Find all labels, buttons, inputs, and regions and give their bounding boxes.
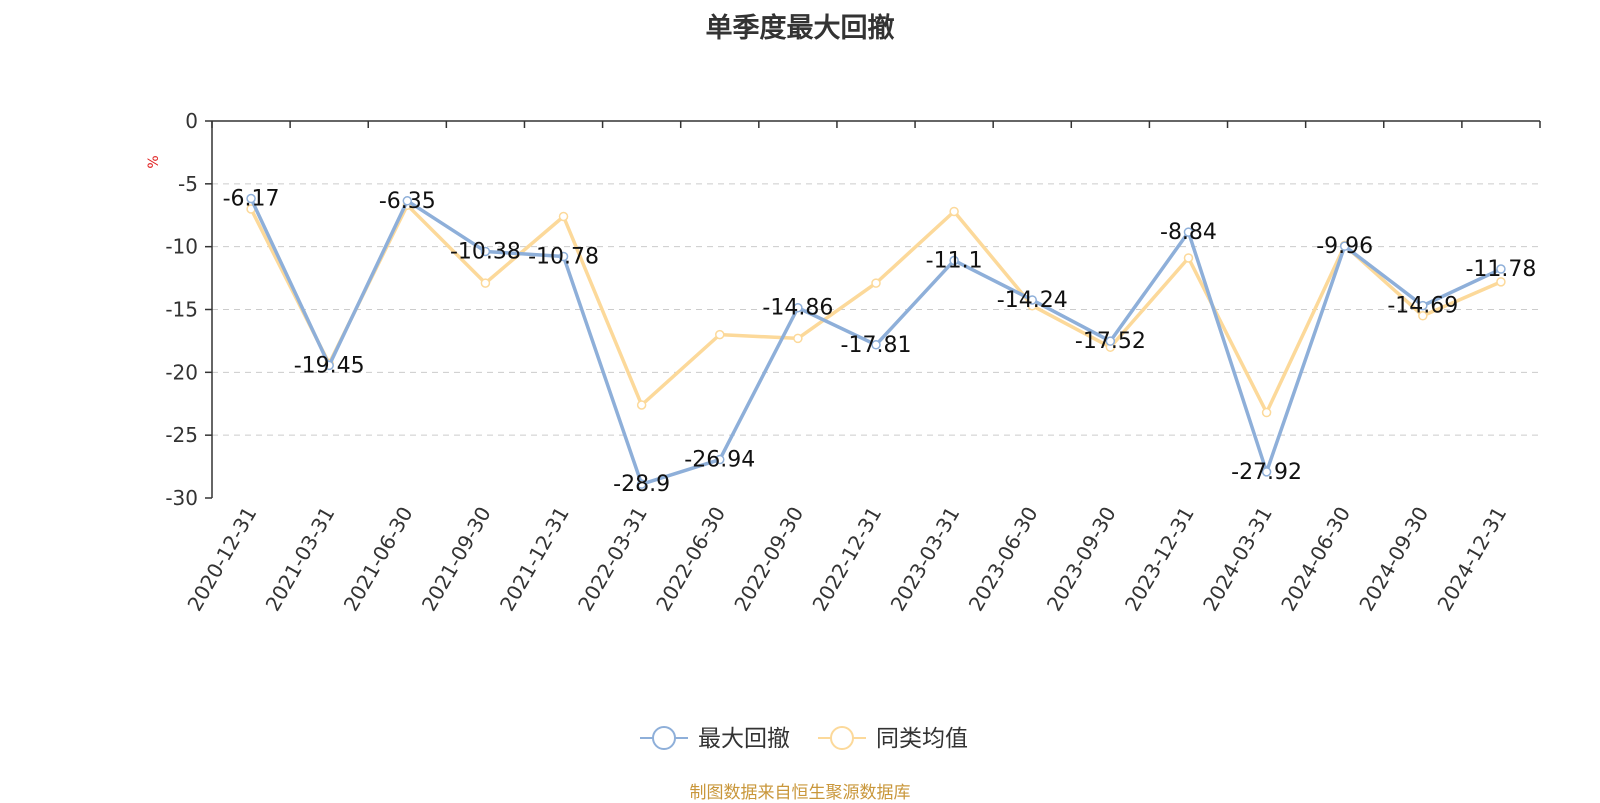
x-tick-label: 2024-12-31 xyxy=(1432,503,1511,616)
x-tick-label: 2023-06-30 xyxy=(964,503,1043,616)
data-labels: -6.17 -19.45 -6.35 -10.38 -10.78 -28.9 -26.94 -… xyxy=(223,187,1537,498)
data-point xyxy=(715,454,725,465)
x-tick-label: 2024-06-30 xyxy=(1276,503,1355,616)
data-label: -14.86 xyxy=(762,296,833,321)
data-point xyxy=(1418,311,1428,321)
legend-label: 最大回撤 xyxy=(698,726,790,752)
data-label: -11.1 xyxy=(926,248,983,273)
data-point xyxy=(1183,253,1194,263)
x-tick-label: 2022-12-31 xyxy=(807,503,886,616)
data-point xyxy=(1105,336,1116,346)
x-tick-label: 2023-03-31 xyxy=(886,503,965,616)
y-tick-label: -30 xyxy=(165,486,198,510)
data-point xyxy=(402,196,413,206)
x-tick-label: 2022-03-31 xyxy=(573,503,652,616)
data-label: -6.35 xyxy=(379,189,436,214)
data-point xyxy=(715,329,725,340)
grid-lines xyxy=(212,183,1540,436)
x-tick-label: 2021-12-31 xyxy=(495,503,574,616)
y-tick-label: -25 xyxy=(165,423,198,447)
y-tick-label: 0 xyxy=(185,109,198,133)
y-tick-label: -15 xyxy=(165,298,198,322)
data-point xyxy=(480,246,491,257)
data-label: -19.45 xyxy=(294,353,365,378)
data-point xyxy=(793,333,803,344)
data-point xyxy=(871,340,881,350)
data-point xyxy=(558,211,569,222)
data-label: -11.78 xyxy=(1465,257,1536,282)
data-label: -17.81 xyxy=(841,333,912,358)
legend-item[interactable]: 同类均值 xyxy=(818,726,968,752)
x-tick-label: 2022-09-30 xyxy=(729,503,808,616)
data-point xyxy=(636,400,647,410)
legend-label: 同类均值 xyxy=(876,726,968,752)
y-tick-label: -5 xyxy=(178,172,198,196)
x-tick-label: 2021-06-30 xyxy=(339,503,418,616)
series-line xyxy=(249,203,1502,415)
data-label: -14.69 xyxy=(1387,294,1458,319)
data-label: -8.84 xyxy=(1160,220,1217,245)
y-tick-label: -10 xyxy=(165,235,198,259)
data-point xyxy=(324,360,334,371)
data-point xyxy=(246,193,256,204)
data-point xyxy=(949,255,959,266)
x-tick-label: 2024-03-31 xyxy=(1198,503,1277,616)
x-tick-label: 2022-06-30 xyxy=(651,503,730,616)
chart-title: 单季度最大回撤 xyxy=(705,13,895,44)
data-point xyxy=(1261,407,1272,418)
data-point xyxy=(1183,227,1194,237)
legend-marker xyxy=(652,726,676,750)
x-tick-label: 2020-12-31 xyxy=(182,503,261,616)
x-tick-label: 2023-12-31 xyxy=(1120,503,1199,616)
data-point xyxy=(636,479,647,489)
data-point xyxy=(1496,264,1506,274)
data-point xyxy=(1339,241,1350,251)
data-label: -27.92 xyxy=(1231,460,1302,485)
data-label: -28.9 xyxy=(613,472,670,497)
data-label: -6.17 xyxy=(223,187,280,212)
data-point xyxy=(871,278,881,288)
x-tick-label: 2021-09-30 xyxy=(417,502,496,615)
data-label: -10.38 xyxy=(450,239,521,264)
data-point xyxy=(1496,277,1506,287)
data-point xyxy=(793,302,803,313)
data-point xyxy=(1418,300,1428,311)
data-point xyxy=(1261,467,1272,477)
x-tick-label: 2024-09-30 xyxy=(1354,503,1433,616)
series-layer xyxy=(246,193,1506,489)
x-tick-label: 2021-03-31 xyxy=(261,503,340,616)
source-note: 制图数据来自恒生聚源数据库 xyxy=(689,783,911,803)
data-point xyxy=(480,278,491,288)
data-label: -17.52 xyxy=(1075,329,1146,354)
data-label: -10.78 xyxy=(528,244,599,269)
x-tick-label: 2023-09-30 xyxy=(1042,503,1121,616)
data-label: -26.94 xyxy=(684,448,755,473)
data-point xyxy=(1027,295,1037,305)
legend[interactable]: 最大回撤 同类均值 xyxy=(640,726,968,752)
legend-item[interactable]: 最大回撤 xyxy=(640,726,790,752)
y-tick-label: -20 xyxy=(165,360,198,384)
y-axis-unit-label: % xyxy=(146,155,162,168)
data-label: -14.24 xyxy=(997,288,1068,313)
data-point xyxy=(949,206,959,217)
data-label: -9.96 xyxy=(1316,234,1373,259)
data-point xyxy=(558,251,569,262)
legend-marker xyxy=(830,726,854,750)
